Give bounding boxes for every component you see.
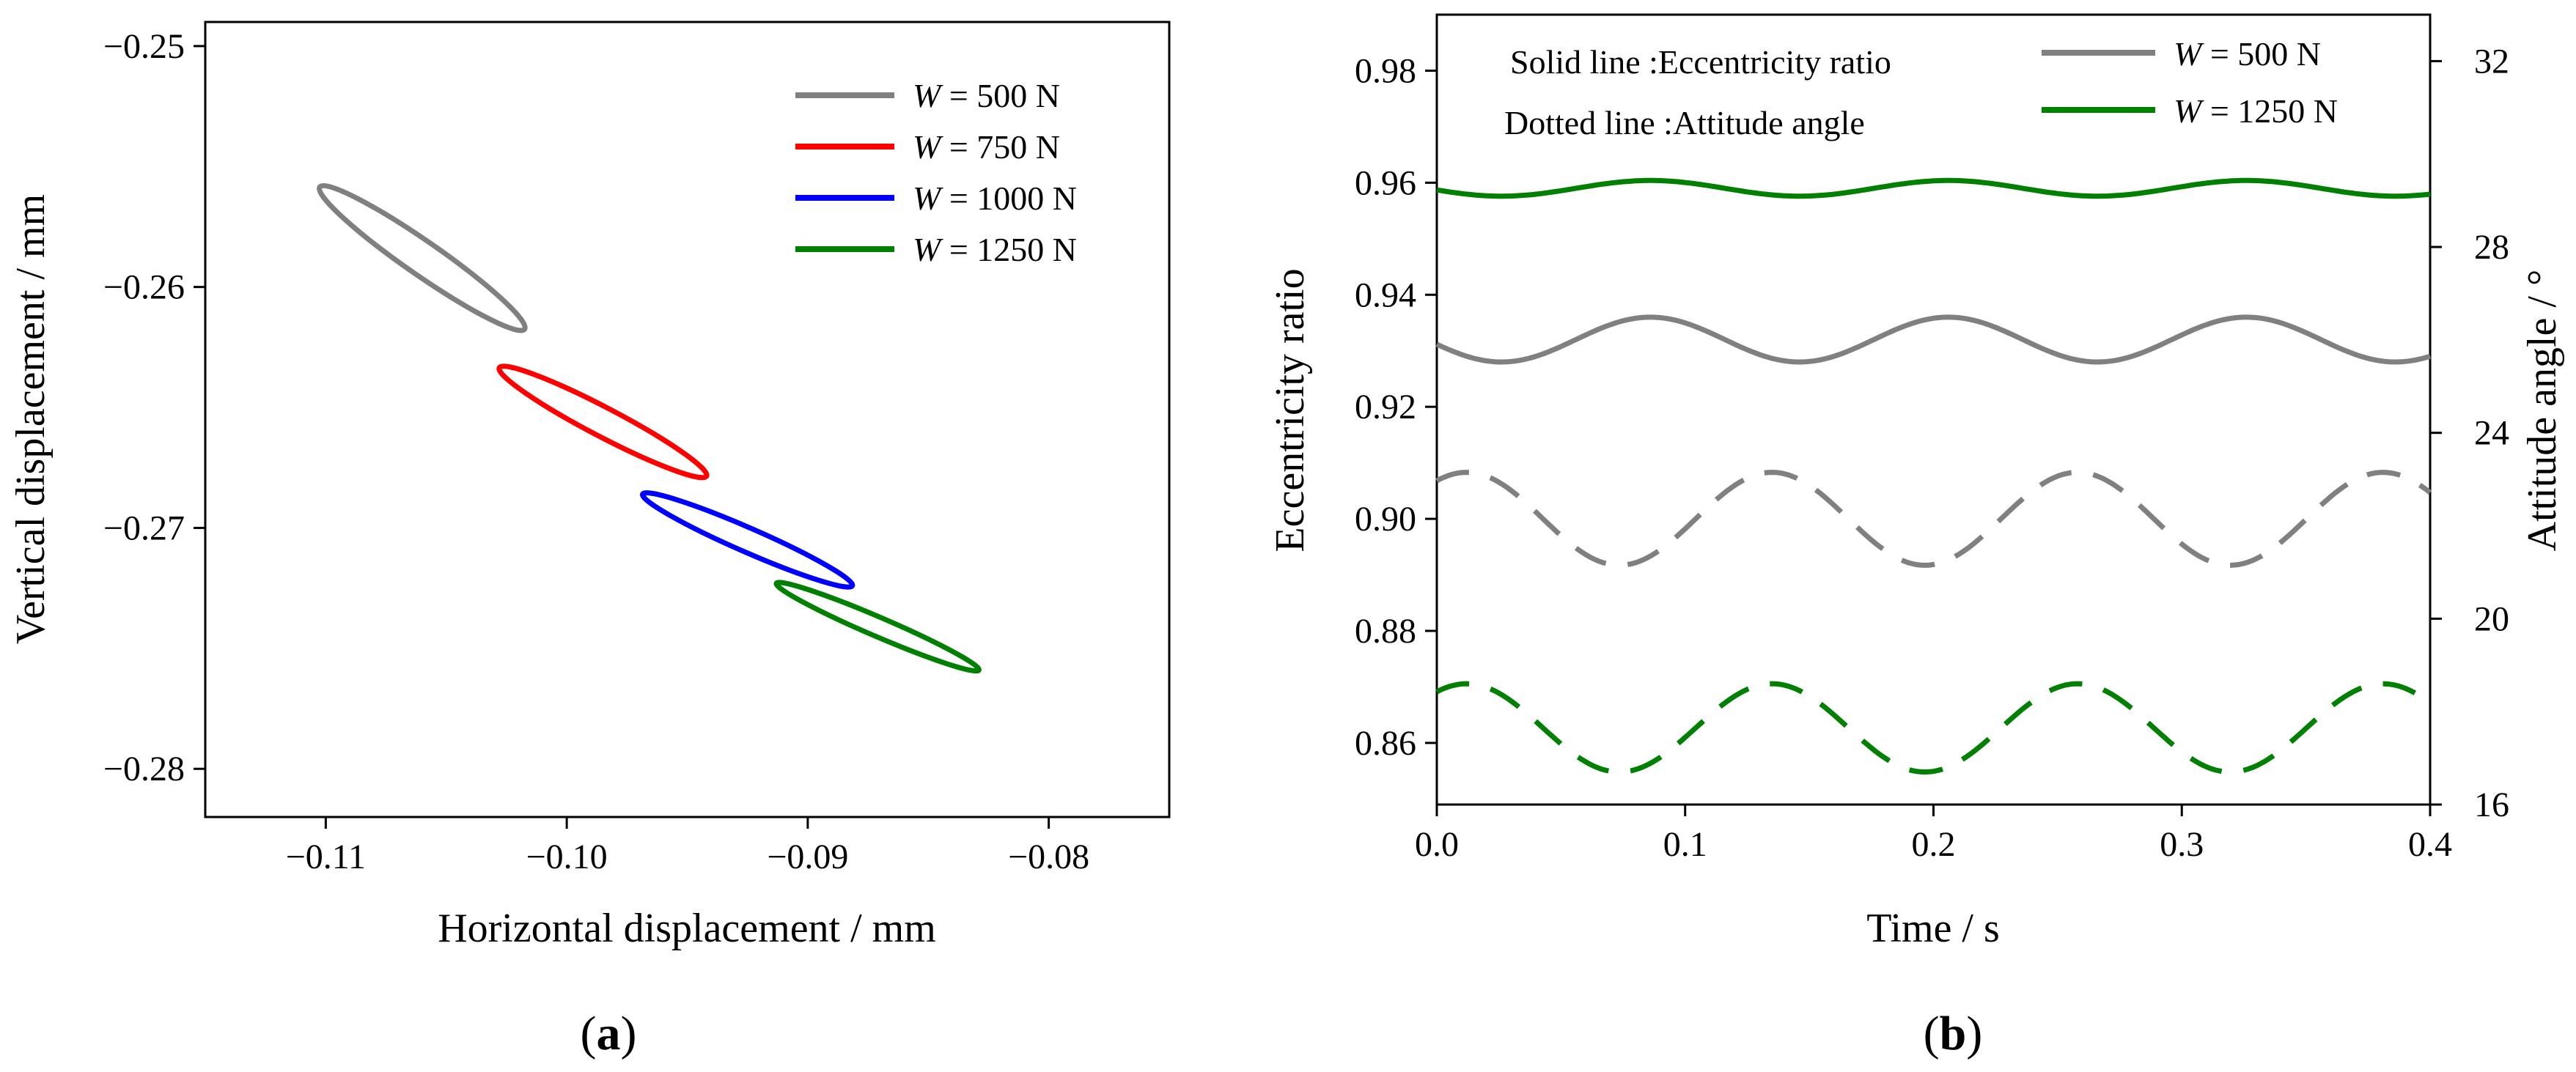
y-tick-label-a: −0.27 [103,509,185,547]
y-tick-label-b: 0.88 [1355,612,1416,651]
eccentricity-line [1435,314,2432,365]
legend-label-a: W = 750 N [913,128,1060,166]
y2-tick-label-b: 24 [2474,414,2509,453]
y2-tick-label-b: 16 [2474,785,2509,824]
x-tick-label-a: −0.09 [767,838,848,876]
x-axis-label-a: Horizontal displacement / mm [438,906,936,951]
y-tick-label-a: −0.28 [103,750,185,788]
legend-label-b: W = 1250 N [2174,92,2338,130]
x-tick-label-b: 0.0 [1415,825,1459,864]
eccentricity-line [1436,177,2431,199]
caption-a: (a) [581,1007,637,1060]
legend-label-a: W = 1250 N [913,231,1077,268]
y-tick-label-b: 0.90 [1355,500,1416,539]
y-tick-label-a: −0.26 [103,268,185,307]
panel-a: −0.11 −0.10 −0.09 −0.08 −0.28 −0.27 −0.26 −0.2… [8,21,1171,1060]
y-tick-label-a: −0.25 [103,27,185,66]
orbit-ellipse [640,490,855,590]
annotation-solid-line: Solid line :Eccentricity ratio [1510,43,1891,81]
panel-b: 0.0 0.1 0.2 0.3 0.4 0.86 0.88 0.90 0.92 0.94 0.96… [1267,13,2565,1060]
caption-b: (b) [1924,1007,1983,1060]
y-tick-label-b: 0.98 [1355,51,1416,90]
legend-label-b: W = 500 N [2174,35,2321,73]
x-tick-label-b: 0.3 [2160,825,2204,864]
y-tick-label-b: 0.86 [1355,724,1416,763]
y-tick-label-b: 0.94 [1355,276,1416,314]
y2-tick-label-b: 32 [2474,42,2509,81]
plot-frame-a [204,21,1171,818]
x-tick-label-b: 0.4 [2408,825,2452,864]
y-tick-label-b: 0.92 [1355,388,1416,426]
legend-label-a: W = 500 N [913,77,1060,114]
y2-tick-label-b: 28 [2474,228,2509,267]
orbit-ellipse [317,182,528,333]
x-tick-label-b: 0.1 [1663,825,1707,864]
y2-tick-label-b: 20 [2474,599,2509,638]
x-tick-label-a: −0.11 [286,838,366,876]
y2-axis-label-b: Attitude angle / ° [2520,270,2565,552]
y-axis-label-b: Eccentricity ratio [1267,268,1313,552]
attitude-angle-line [1435,681,2432,775]
orbit-ellipse [496,363,710,481]
x-axis-label-b: Time / s [1866,906,2000,951]
orbit-ellipse [773,580,982,674]
attitude-angle-line [1435,470,2432,568]
y-tick-label-b: 0.96 [1355,163,1416,202]
x-tick-label-b: 0.2 [1912,825,1956,864]
y-axis-label-a: Vertical displacement / mm [8,194,54,644]
annotation-dotted-line: Dotted line :Attitude angle [1504,104,1865,141]
x-tick-label-a: −0.10 [526,838,608,876]
x-tick-label-a: −0.08 [1008,838,1089,876]
legend-label-a: W = 1000 N [913,180,1077,217]
